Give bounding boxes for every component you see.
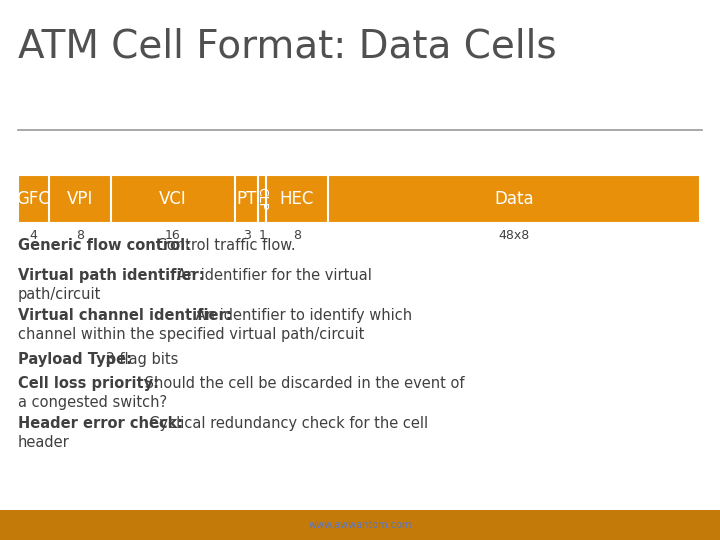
Text: 48x8: 48x8 (498, 229, 530, 242)
Text: ATM Cell Format: Data Cells: ATM Cell Format: Data Cells (18, 28, 557, 66)
Text: GFC: GFC (17, 190, 50, 208)
Text: 4: 4 (30, 229, 37, 242)
Text: 8: 8 (76, 229, 84, 242)
Text: VPI: VPI (67, 190, 93, 208)
Text: 3: 3 (243, 229, 251, 242)
Text: Payload Type:: Payload Type: (18, 352, 132, 367)
Text: An identifier for the virtual: An identifier for the virtual (171, 268, 372, 283)
Text: VCI: VCI (159, 190, 187, 208)
Text: Data: Data (494, 190, 534, 208)
Text: Cyclical redundancy check for the cell: Cyclical redundancy check for the cell (140, 416, 428, 431)
Text: An identifier to identify which: An identifier to identify which (191, 308, 412, 323)
Text: 16: 16 (165, 229, 181, 242)
Text: header: header (18, 435, 70, 450)
Text: CLP: CLP (256, 187, 269, 211)
Text: 1: 1 (258, 229, 266, 242)
Text: Should the cell be discarded in the event of: Should the cell be discarded in the even… (140, 376, 464, 391)
Text: HEC: HEC (280, 190, 314, 208)
Text: 8: 8 (293, 229, 301, 242)
Text: www.awwantom.com: www.awwantom.com (308, 520, 412, 530)
Bar (18, 175, 700, 223)
Text: PT: PT (236, 190, 257, 208)
Bar (0, 510, 720, 540)
Text: channel within the specified virtual path/circuit: channel within the specified virtual pat… (18, 327, 364, 342)
Text: Cell loss priority:: Cell loss priority: (18, 376, 159, 391)
Text: Virtual channel identifier:: Virtual channel identifier: (18, 308, 232, 323)
Text: Virtual path identifier:: Virtual path identifier: (18, 268, 204, 283)
Text: Control traffic flow.: Control traffic flow. (153, 238, 296, 253)
Text: path/circuit: path/circuit (18, 287, 102, 302)
Text: 3 flag bits: 3 flag bits (102, 352, 179, 367)
Text: a congested switch?: a congested switch? (18, 395, 167, 410)
Text: Header error check:: Header error check: (18, 416, 184, 431)
Text: Generic flow control:: Generic flow control: (18, 238, 191, 253)
